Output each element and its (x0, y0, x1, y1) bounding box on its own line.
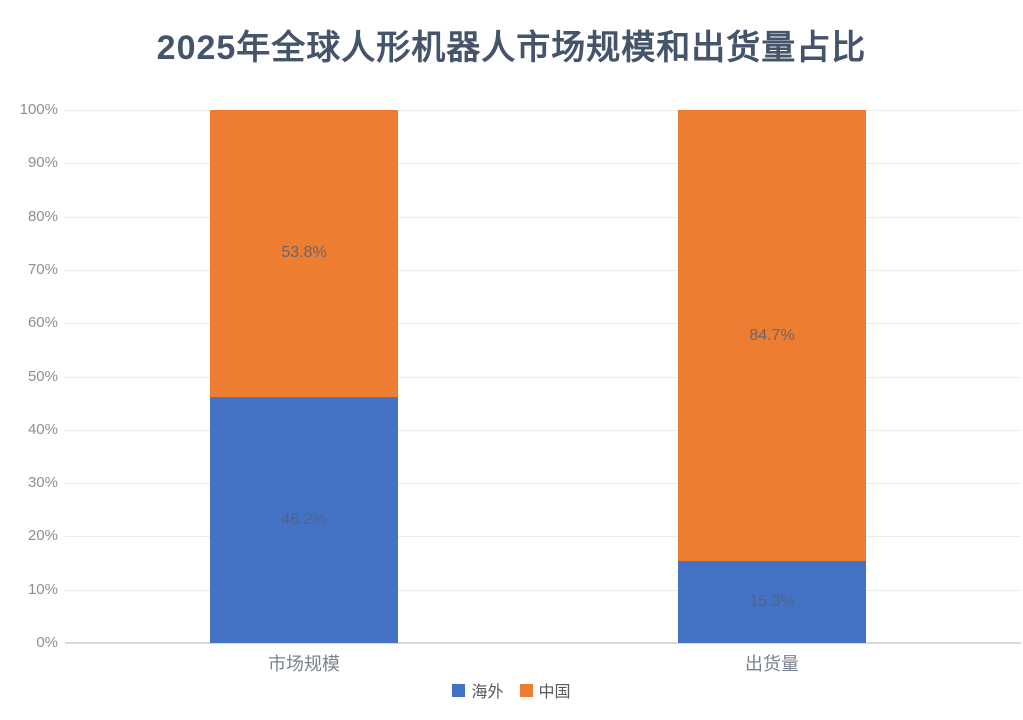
data-label: 84.7% (749, 326, 795, 344)
gridline (65, 536, 1021, 538)
y-axis-tick-label: 70% (27, 260, 58, 278)
y-axis-tick-label: 60% (27, 314, 58, 332)
bar-segment-海外: 46.2% (210, 396, 398, 643)
legend-item-中国: 中国 (519, 678, 571, 702)
gridline (65, 323, 1021, 325)
gridline (65, 110, 1021, 111)
y-axis-tick-label: 20% (27, 527, 58, 545)
legend-label: 中国 (538, 684, 571, 701)
legend: 海外 中国 (0, 678, 1023, 702)
legend-item-海外: 海外 (452, 678, 504, 702)
y-axis-tick-label: 100% (19, 101, 58, 118)
gridline (65, 269, 1021, 271)
data-label: 53.8% (281, 244, 327, 262)
bar-segment-海外: 15.3% (678, 561, 866, 643)
y-axis-tick-label: 80% (27, 207, 58, 225)
legend-swatch-icon (519, 683, 533, 697)
x-axis-line (65, 642, 1021, 644)
y-axis-tick-label: 0% (36, 634, 58, 651)
gridline (65, 589, 1021, 591)
data-label: 15.3% (749, 593, 795, 611)
bar-segment-中国: 53.8% (210, 110, 398, 397)
y-axis-tick-label: 90% (27, 154, 58, 172)
gridline (65, 376, 1021, 378)
y-axis-tick-label: 30% (27, 474, 58, 492)
category-label: 市场规模 (268, 654, 340, 674)
gridline (65, 483, 1021, 485)
data-label: 46.2% (281, 510, 327, 528)
category-label: 出货量 (745, 654, 799, 674)
y-axis-tick-label: 50% (27, 367, 58, 385)
bar-segment-中国: 84.7% (678, 110, 866, 562)
chart-title: 2025年全球人形机器人市场规模和出货量占比 (156, 29, 867, 67)
stacked-bar: 46.2% 53.8% (210, 110, 398, 643)
stacked-bar: 15.3% 84.7% (678, 110, 866, 643)
gridline (65, 216, 1021, 218)
y-axis-tick-label: 10% (27, 580, 58, 598)
legend-label: 海外 (471, 684, 504, 701)
legend-swatch-icon (452, 683, 466, 697)
gridline (65, 163, 1021, 165)
gridline (65, 429, 1021, 431)
y-axis-tick-label: 40% (27, 420, 58, 438)
